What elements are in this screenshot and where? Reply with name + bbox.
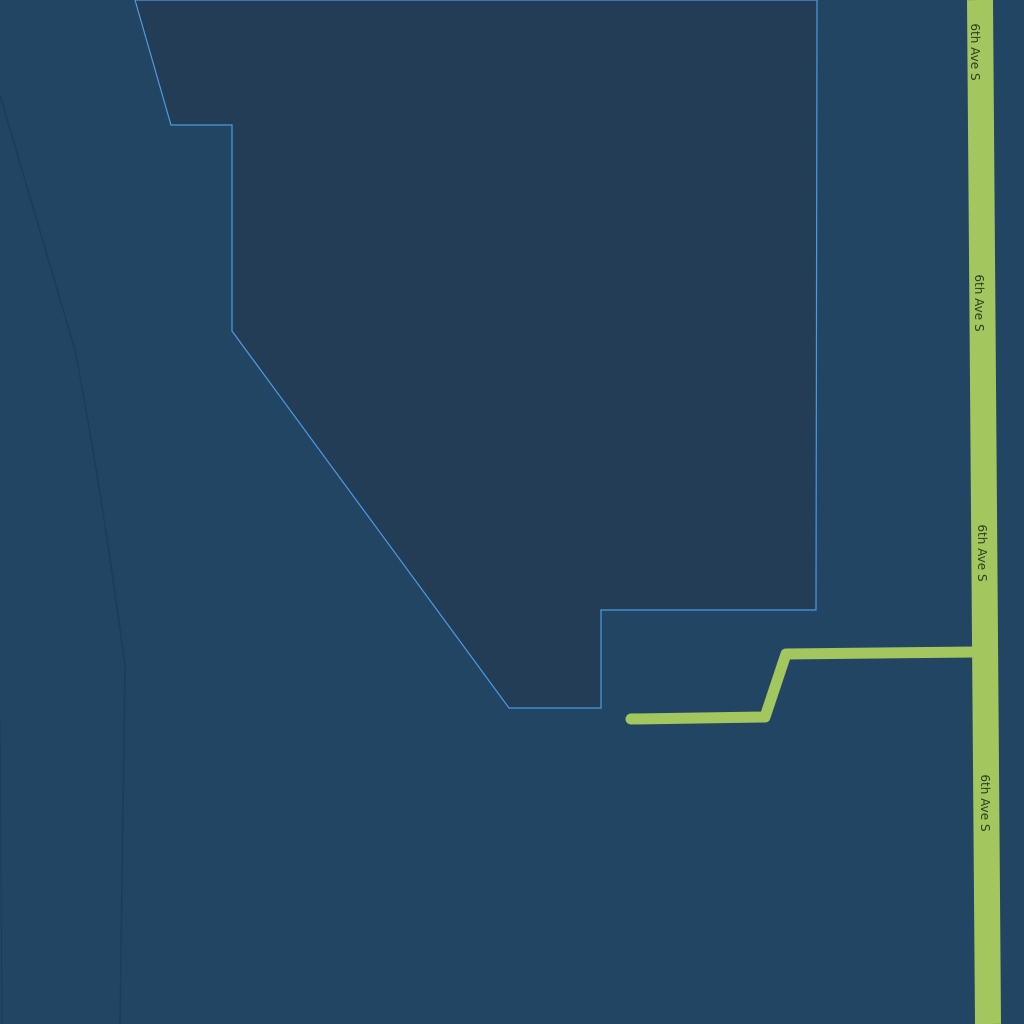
access-road[interactable] [625, 646, 981, 725]
road-label-6th-ave-s: 6th Ave S [968, 23, 982, 80]
road-label-6th-ave-s: 6th Ave S [975, 524, 989, 581]
road-label-6th-ave-s: 6th Ave S [972, 274, 986, 331]
road-6th-ave-s[interactable] [967, 0, 1001, 1024]
faint-boundary-line [0, 94, 126, 1024]
road-label-6th-ave-s: 6th Ave S [978, 774, 992, 831]
faint-boundary-line-2 [0, 719, 3, 1024]
parcel-polygon[interactable] [134, 0, 818, 709]
